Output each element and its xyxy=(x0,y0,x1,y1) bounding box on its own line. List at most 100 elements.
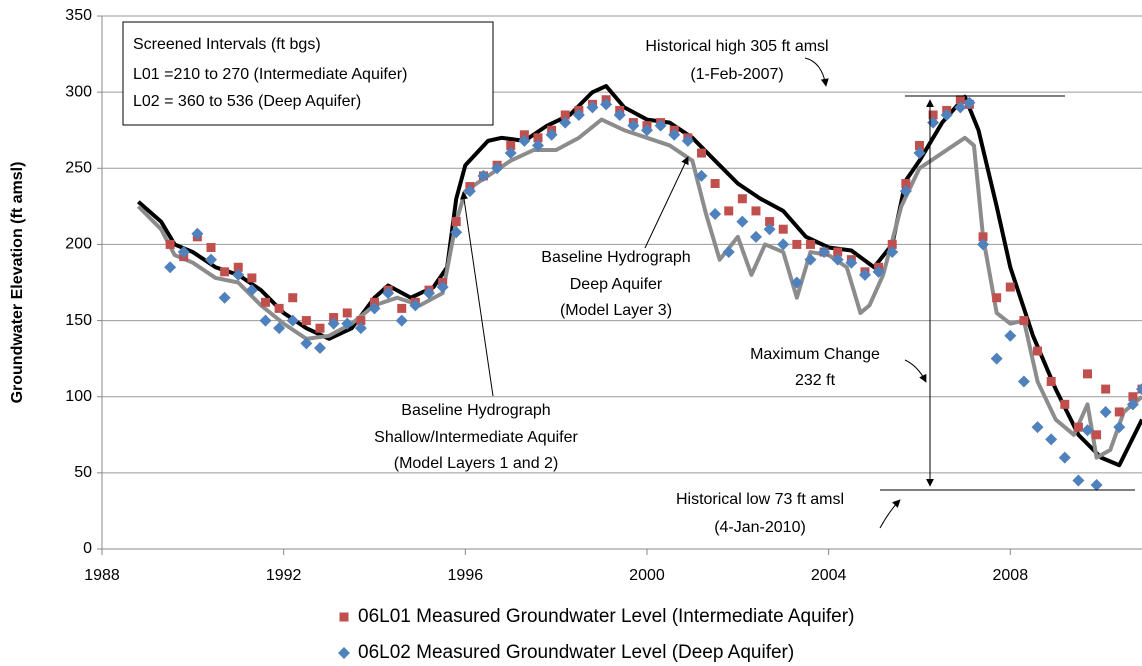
marker xyxy=(288,293,298,303)
marker xyxy=(531,139,544,152)
marker xyxy=(792,239,802,249)
marker xyxy=(955,95,965,105)
y-tick-label: 250 xyxy=(65,160,92,177)
marker xyxy=(220,267,230,277)
marker xyxy=(286,314,299,327)
marker xyxy=(1019,316,1029,326)
baseline-line xyxy=(137,84,1142,468)
legend-marker xyxy=(339,612,349,622)
marker xyxy=(342,308,352,318)
marker xyxy=(940,108,953,121)
marker xyxy=(177,246,190,259)
grid: 0 50 100 150 200 250 300 350 1988 1992 1996 2000 200… xyxy=(9,7,1142,584)
marker xyxy=(763,223,776,236)
marker xyxy=(613,108,626,121)
marker xyxy=(790,276,803,289)
annotation-text: (4-Jan-2010) xyxy=(714,519,806,536)
change-pointer xyxy=(904,359,927,383)
marker xyxy=(450,226,463,239)
marker xyxy=(356,316,366,326)
annotation-text: Deep Aquifer xyxy=(570,276,663,293)
marker xyxy=(1033,346,1043,356)
annotation-text: L01 =210 to 270 (Intermediate Aquifer) xyxy=(133,66,407,83)
y-tick-label: 50 xyxy=(74,464,92,481)
marker xyxy=(736,215,749,228)
annotation-text: (Model Layers 1 and 2) xyxy=(394,455,559,472)
high-arrow xyxy=(804,57,829,87)
marker xyxy=(245,284,258,297)
marker xyxy=(858,268,871,281)
marker xyxy=(247,273,257,283)
marker xyxy=(990,352,1003,365)
marker xyxy=(491,162,504,175)
annotation-text: (Model Layer 3) xyxy=(560,302,672,319)
marker xyxy=(369,297,379,307)
marker xyxy=(327,317,340,330)
marker xyxy=(451,217,461,227)
annotation-text: Baseline Hydrograph xyxy=(541,249,690,266)
marker xyxy=(1136,383,1142,396)
marker xyxy=(341,317,354,330)
marker xyxy=(1017,375,1030,388)
annotation-text: Screened Intervals (ft bgs) xyxy=(133,36,321,53)
marker xyxy=(600,98,613,111)
marker xyxy=(1113,421,1126,434)
x-tick-label: 1992 xyxy=(266,567,302,584)
marker xyxy=(778,224,788,234)
marker xyxy=(978,232,988,242)
annotation-text: Historical high 305 ft amsl xyxy=(645,38,828,55)
marker xyxy=(913,147,926,160)
marker xyxy=(329,313,339,323)
marker xyxy=(477,169,490,182)
marker xyxy=(165,239,175,249)
annotation-text: Maximum Change xyxy=(750,346,880,363)
deep-pointer xyxy=(644,156,689,249)
marker xyxy=(1114,407,1124,417)
y-tick-label: 300 xyxy=(65,83,92,100)
legend-marker xyxy=(338,647,350,659)
marker xyxy=(519,130,529,140)
marker xyxy=(777,238,790,251)
marker xyxy=(545,128,558,141)
marker xyxy=(409,299,422,312)
marker xyxy=(833,247,843,257)
marker xyxy=(1073,422,1083,432)
marker xyxy=(506,140,516,150)
marker xyxy=(695,169,708,182)
y-axis-label: Groundwater Elevation (ft amsl) xyxy=(9,162,26,404)
marker xyxy=(831,253,844,266)
marker xyxy=(422,287,435,300)
marker xyxy=(315,323,325,333)
annotations: Screened Intervals (ft bgs) L01 =210 to 2… xyxy=(133,36,880,536)
marker xyxy=(963,96,976,109)
marker xyxy=(901,179,911,189)
legend-label: 06L02 Measured Groundwater Level (Deep A… xyxy=(358,642,794,663)
annotation-text: 232 ft xyxy=(795,372,836,389)
annotation-text: (1-Feb-2007) xyxy=(690,66,783,83)
marker xyxy=(436,281,449,294)
annotation-text: Shallow/Intermediate Aquifer xyxy=(374,429,578,446)
marker xyxy=(397,303,407,313)
marker xyxy=(218,291,231,304)
marker xyxy=(1126,398,1139,411)
marker xyxy=(382,287,395,300)
marker xyxy=(696,148,706,158)
low-arrow xyxy=(879,499,901,529)
marker xyxy=(872,265,885,278)
marker xyxy=(533,133,543,143)
marker xyxy=(1031,421,1044,434)
marker xyxy=(1128,392,1138,402)
marker xyxy=(1045,433,1058,446)
marker xyxy=(233,262,243,272)
plot xyxy=(136,84,1142,492)
marker xyxy=(709,207,722,220)
marker xyxy=(206,242,216,252)
marker xyxy=(804,253,817,266)
marker xyxy=(654,119,667,132)
marker xyxy=(627,119,640,132)
marker xyxy=(640,124,653,137)
marker xyxy=(914,140,924,150)
marker xyxy=(886,246,899,259)
marker xyxy=(518,134,531,147)
marker xyxy=(301,316,311,326)
